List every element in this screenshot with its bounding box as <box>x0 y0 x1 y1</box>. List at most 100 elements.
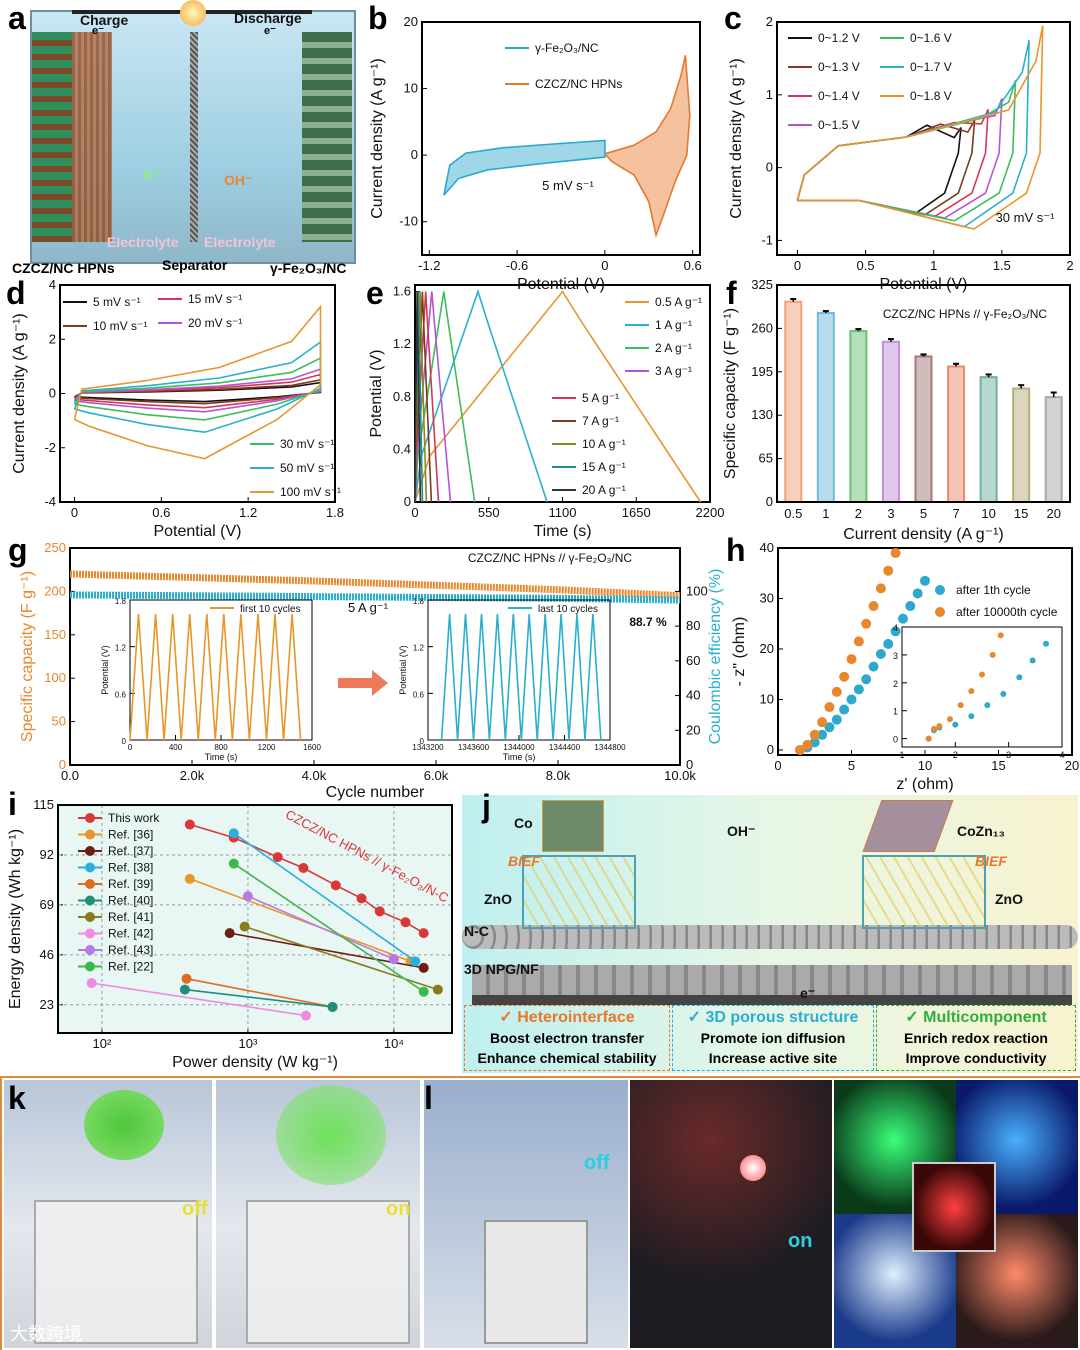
watermark: 大数跨境 <box>10 1324 82 1344</box>
plot-frame <box>776 21 1071 256</box>
x-tick-label: 1650 <box>622 505 651 520</box>
legend-label: Ref. [36] <box>108 828 153 842</box>
y-tick-label: 0.6 <box>115 690 127 699</box>
feature-line: Enhance chemical stability <box>477 1050 657 1066</box>
x-tick-label: 10² <box>93 1036 112 1051</box>
legend-label: 15 mV s⁻¹ <box>188 292 242 306</box>
fan-icon <box>84 1090 164 1160</box>
x-tick-label: 2 <box>953 750 958 760</box>
nyquist-point <box>795 744 806 755</box>
y-tick-label: 250 <box>44 540 66 555</box>
bief-left-label: BIEF <box>508 853 540 869</box>
panel-letter-b: b <box>368 0 388 36</box>
inset-point <box>957 702 964 709</box>
photo-led-red-on: on <box>630 1080 832 1348</box>
plot-frame <box>69 547 681 766</box>
x-tick-label: 0.5 <box>784 506 802 521</box>
inset-gcd-curve <box>440 613 602 741</box>
inset-gcd-curve <box>129 613 302 741</box>
ragone-point <box>418 928 429 939</box>
x-tick-label: 4 <box>1059 750 1064 760</box>
pouch-cell <box>34 1200 198 1344</box>
feature-line: Promote ion diffusion <box>700 1030 846 1046</box>
legend-label: 50 mV s⁻¹ <box>280 461 334 475</box>
ragone-point <box>432 984 443 995</box>
separator-membrane <box>190 32 198 242</box>
x-axis-label: Potential (V) <box>153 523 241 540</box>
inset-point <box>925 735 932 742</box>
nyquist-point <box>875 649 886 660</box>
x-tick-label: 5 <box>848 758 855 773</box>
on-label: on <box>788 1230 813 1252</box>
legend-label: 0.5 A g⁻¹ <box>655 295 702 309</box>
x-tick-label: 2.0k <box>180 768 205 783</box>
zno-right-label: ZnO <box>995 891 1023 907</box>
plot-frame <box>427 599 611 741</box>
x-tick-label: 10⁴ <box>384 1036 404 1051</box>
y-tick-label: 2 <box>49 331 56 346</box>
series-Specific capacity <box>69 570 681 600</box>
electron-label-right: e⁻ <box>264 25 276 37</box>
x-tick-label: 0 <box>128 743 133 752</box>
y-tick-label: 92 <box>40 847 54 862</box>
feature-title: Heterointerface <box>517 1009 635 1026</box>
nyquist-point <box>897 613 908 624</box>
hydroxide-label: OH⁻ <box>727 823 756 839</box>
y-tick-label: 10 <box>760 691 774 706</box>
x-tick-label: 15 <box>1014 506 1028 521</box>
y-tick-label: 200 <box>44 583 66 598</box>
y-tick-label: 10 <box>404 81 418 96</box>
inset-point <box>984 702 991 709</box>
y-tick-label: 0.4 <box>393 441 411 456</box>
inset-point <box>952 721 959 728</box>
nyquist-point <box>853 684 864 695</box>
inset-point <box>997 632 1004 639</box>
inset-point <box>979 671 985 678</box>
x-tick-label: 20 <box>1065 758 1079 773</box>
y-tick-label: 1.6 <box>393 284 411 299</box>
y-tick-label: 69 <box>40 897 54 912</box>
feature-box-porous: ✓ 3D porous structure Promote ion diffus… <box>672 1005 874 1071</box>
panel-j-mechanism-schematic: Co OH⁻ CoZn₁₃ BIEF BIEF ZnO ZnO N-C 3D N… <box>462 795 1078 1073</box>
y-tick-label: 130 <box>751 407 773 422</box>
off-label: off <box>584 1152 610 1174</box>
left-electrode-label: CZCZ/NC HPNs <box>12 260 115 276</box>
y-tick-label: 1.2 <box>115 644 127 653</box>
nyquist-point <box>868 661 879 672</box>
npg-label: 3D NPG/NF <box>464 961 539 977</box>
check-icon: ✓ <box>905 1009 919 1026</box>
ragone-point <box>388 954 399 965</box>
x-tick-label: 1600 <box>303 743 321 752</box>
x-axis-label: z' (ohm) <box>896 776 953 793</box>
nyquist-point <box>920 575 930 586</box>
ragone-line-Ref. [43] <box>247 895 395 960</box>
bar <box>979 376 998 503</box>
x-tick-label: 10 <box>918 758 932 773</box>
y-tick-label: 0 <box>49 386 56 401</box>
legend-label: CZCZ/NC HPNs <box>535 77 622 91</box>
y-tick-label: 50 <box>52 714 66 729</box>
y-tick-label: 20 <box>760 641 774 656</box>
legend-marker <box>935 607 945 617</box>
ragone-point <box>179 984 190 995</box>
electron-flow-label: e⁻ <box>800 985 816 1001</box>
legend-label: Ref. [40] <box>108 894 153 908</box>
ragone-point <box>184 819 195 830</box>
plot-frame <box>129 599 313 741</box>
bar <box>947 365 966 503</box>
y-tick-label: 4 <box>893 623 898 633</box>
npg-nf-substrate <box>472 965 1072 1005</box>
right-electrode-label: γ-Fe₂O₃/NC <box>270 260 347 276</box>
y-tick-label: 20 <box>404 14 418 29</box>
y-axis-label: Current density (A g⁻¹) <box>11 313 28 474</box>
bar <box>816 312 835 504</box>
panel-letter-g: g <box>8 532 28 568</box>
x-tick-label: 10 <box>981 506 995 521</box>
panel-kl-device-photos: off 大数跨境 on off on <box>0 1076 1080 1350</box>
nyquist-point <box>824 722 835 733</box>
zno-crystal-right <box>862 855 986 929</box>
electron-label: e⁻ <box>92 25 104 37</box>
retention-label: 88.7 % <box>629 615 667 629</box>
